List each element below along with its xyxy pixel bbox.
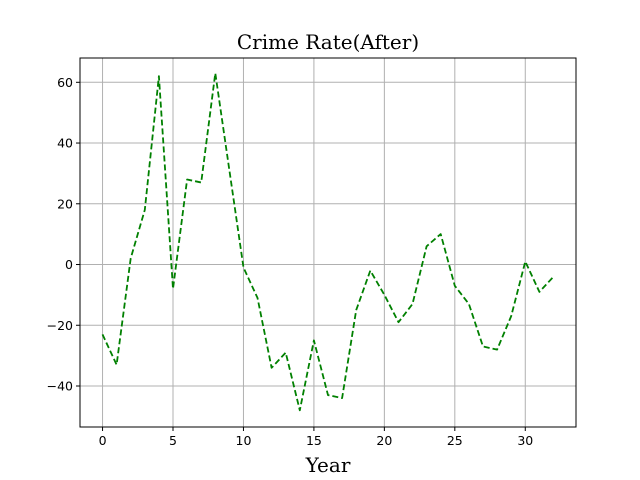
plot-frame [79,57,577,428]
x-axis: 0 5 10 15 20 25 30 [99,427,533,448]
y-tick-label: 0 [65,257,73,272]
x-tick-label: 0 [99,433,107,448]
x-tick-label: 25 [447,433,463,448]
chart-title: Crime Rate(After) [237,30,419,54]
y-tick-label: 60 [57,75,73,90]
x-tick-label: 5 [169,433,177,448]
x-axis-label: Year [305,453,351,477]
x-tick-label: 20 [376,433,392,448]
y-tick-label: −40 [47,379,73,394]
series-line [101,72,555,412]
series-layer [101,72,555,412]
y-tick-label: −20 [47,318,73,333]
x-tick-label: 10 [236,433,252,448]
y-tick-label: 20 [57,196,73,211]
x-tick-label: 30 [517,433,533,448]
x-tick-label: 15 [306,433,322,448]
y-axis: −40 −20 0 20 40 60 [47,75,80,394]
y-tick-label: 40 [57,136,73,151]
